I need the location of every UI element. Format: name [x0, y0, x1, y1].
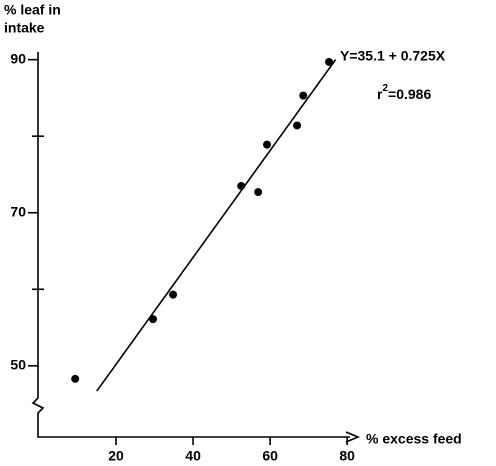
- x-axis-label: % excess feed: [366, 431, 462, 447]
- y-tick-label: 90: [10, 50, 26, 66]
- r-squared-base: r: [377, 86, 383, 102]
- point: [325, 57, 334, 66]
- point: [299, 91, 308, 100]
- r-squared-rest: =0.986: [388, 86, 431, 102]
- equation: Y=35.1 + 0.725X: [340, 48, 446, 64]
- x-tick-label: 40: [185, 448, 201, 464]
- y-axis-label: intake: [4, 20, 45, 36]
- point: [169, 290, 178, 299]
- x-axis-arrow: [345, 431, 361, 443]
- fit-line: [96, 59, 337, 392]
- point: [254, 188, 263, 197]
- x-tick-label: 60: [262, 448, 278, 464]
- axes: [31, 52, 350, 438]
- point: [71, 374, 80, 383]
- x-tick-label: 20: [108, 448, 124, 464]
- r-squared-sup: 2: [382, 83, 388, 94]
- y-tick-label: 50: [10, 357, 26, 373]
- y-tick-label: 70: [10, 203, 26, 219]
- point: [293, 121, 302, 130]
- y-axis-label: % leaf in: [4, 2, 61, 18]
- x-tick-label: 80: [339, 448, 355, 464]
- point: [263, 140, 272, 149]
- r-squared: r2=0.986: [377, 83, 431, 102]
